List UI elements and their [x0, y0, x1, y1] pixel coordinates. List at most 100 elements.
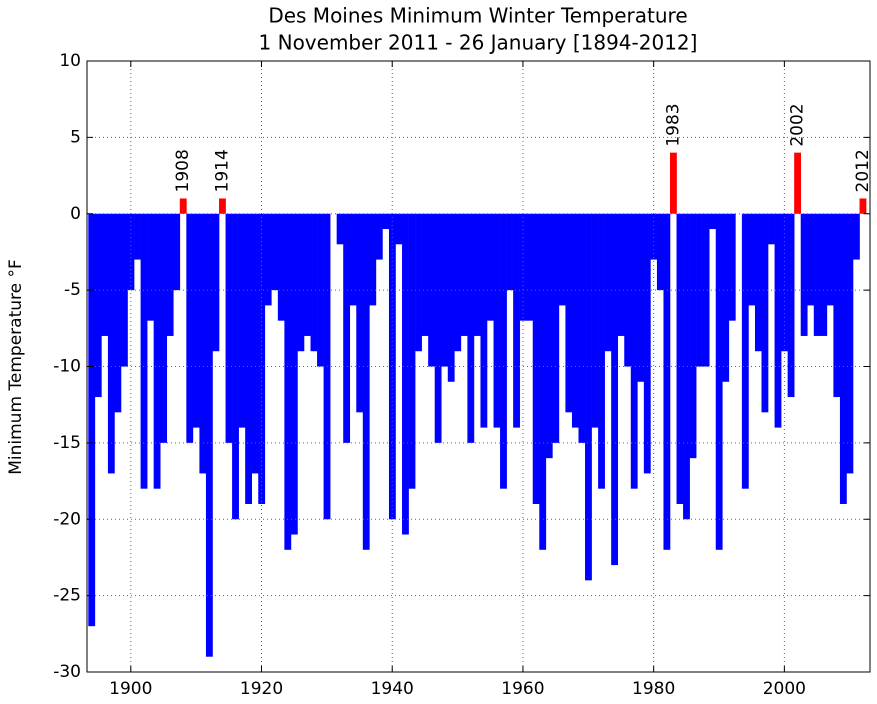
bar: [670, 152, 677, 214]
bar: [500, 213, 507, 489]
bar: [506, 213, 514, 291]
bar: [447, 213, 455, 382]
bar: [617, 213, 625, 336]
bar: [179, 198, 187, 214]
bar: [565, 213, 573, 413]
bar: [382, 213, 390, 230]
bar: [722, 213, 730, 382]
chart-subtitle: 1 November 2011 - 26 January [1894-2012]: [259, 31, 698, 55]
bar: [604, 213, 612, 352]
y-tick-label: -10: [53, 357, 81, 377]
annotation: 1983: [663, 103, 683, 146]
bar: [637, 213, 645, 382]
bar: [807, 213, 815, 306]
bar: [225, 213, 233, 443]
bar: [709, 213, 717, 230]
bar: [415, 213, 422, 352]
bar: [297, 213, 305, 352]
x-tick-label: 1980: [632, 679, 675, 699]
x-tick-label: 1940: [371, 679, 414, 699]
bar: [552, 213, 560, 443]
bar: [683, 213, 690, 520]
y-tick-label: -5: [64, 280, 81, 300]
bar: [395, 213, 403, 245]
bar: [120, 213, 128, 367]
bar: [219, 198, 226, 214]
bar: [571, 213, 579, 428]
bar: [166, 213, 174, 336]
bar: [820, 213, 828, 336]
bar: [375, 213, 383, 260]
y-tick-label: 10: [59, 51, 81, 71]
bar: [186, 213, 194, 443]
x-tick-label: 2000: [763, 679, 806, 699]
bar: [402, 213, 409, 535]
bar: [388, 213, 396, 520]
bar: [781, 213, 788, 352]
bar: [303, 213, 311, 336]
bar: [336, 213, 344, 245]
bar: [643, 213, 651, 474]
y-tick-label: 5: [70, 127, 81, 147]
annotation: 1908: [173, 149, 193, 192]
y-tick-label: -20: [53, 509, 81, 529]
bar: [140, 213, 148, 489]
y-tick-label: -30: [53, 662, 81, 682]
bar: [317, 213, 324, 367]
x-tick-label: 1900: [109, 679, 152, 699]
bar: [663, 213, 671, 550]
bar: [761, 213, 769, 413]
bar: [513, 213, 520, 428]
bar: [251, 213, 259, 474]
y-tick-label: 0: [70, 204, 81, 224]
y-tick-label: -25: [53, 586, 81, 606]
bar: [349, 213, 357, 306]
bar: [774, 213, 782, 428]
bar: [526, 213, 534, 321]
bar: [264, 213, 272, 306]
bar: [441, 213, 449, 367]
bar: [343, 213, 351, 443]
bar: [173, 213, 181, 291]
bar: [245, 213, 253, 504]
bar: [532, 213, 540, 504]
bar: [434, 213, 442, 443]
bar: [846, 213, 854, 474]
plot-frame: [86, 60, 871, 673]
bar: [839, 213, 847, 504]
bar: [205, 213, 213, 657]
bar: [598, 213, 605, 489]
bar: [258, 213, 266, 504]
bar: [369, 213, 377, 306]
bar: [519, 213, 527, 321]
bar: [656, 213, 664, 291]
bar: [408, 213, 416, 489]
bar: [545, 213, 553, 459]
bar: [486, 213, 494, 321]
bar: [421, 213, 429, 336]
bar: [101, 213, 109, 336]
y-axis-label: Minimum Temperature °F: [6, 259, 26, 475]
bar: [768, 213, 775, 245]
bar: [356, 213, 364, 413]
bar: [199, 213, 207, 474]
bar: [473, 213, 481, 336]
bar: [271, 213, 279, 291]
bar: [754, 213, 762, 352]
bar: [813, 213, 821, 336]
annotation: 1914: [212, 149, 232, 192]
bar: [585, 213, 592, 581]
bar: [290, 213, 298, 535]
bar: [787, 213, 795, 398]
bar: [277, 213, 285, 321]
bar: [741, 213, 749, 489]
bar: [362, 213, 370, 550]
bar: [650, 213, 658, 260]
bar: [212, 213, 220, 352]
bar: [88, 213, 96, 627]
bar: [493, 213, 501, 428]
bar: [238, 213, 246, 428]
chart-title: Des Moines Minimum Winter Temperature: [268, 4, 687, 28]
bar: [611, 213, 619, 566]
